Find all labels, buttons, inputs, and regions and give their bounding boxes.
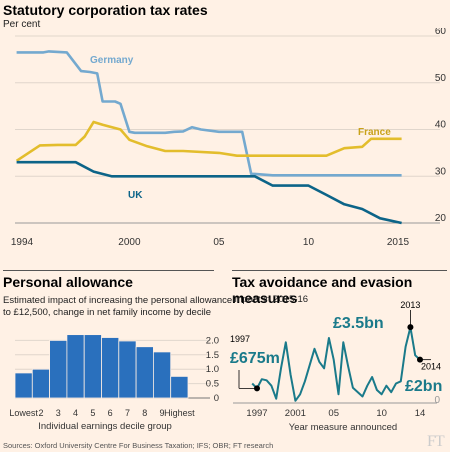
bar-y-tick-0: 0: [214, 393, 219, 404]
top-chart-title: Statutory corporation tax rates: [3, 2, 208, 18]
avoid-x-tick-2001: 2001: [285, 408, 306, 419]
bar-5: [83, 334, 102, 399]
sources-footer: Sources: Oxford University Centre For Bu…: [3, 441, 274, 450]
tax-avoidance-desc: Impact in 2015-16: [232, 294, 309, 305]
x-tick-2015: 2015: [387, 237, 410, 248]
bar-3: [49, 339, 68, 399]
divider-right: [232, 270, 447, 271]
divider-left: [3, 270, 214, 271]
annotation-year-1997: 1997: [230, 334, 250, 344]
label-uk: UK: [128, 190, 143, 201]
bar-y-tick-0.5: 0.5: [206, 379, 219, 390]
bar-lowest: [14, 372, 33, 399]
bar-label-highest: Highest: [164, 408, 195, 418]
bar-y-tick-2.0: 2.0: [206, 335, 219, 346]
bar-9: [152, 351, 172, 399]
bar-label-6: 6: [108, 408, 113, 418]
ft-logo: FT: [427, 433, 445, 450]
bar-label-3: 3: [56, 408, 61, 418]
avoid-x-tick-14: 14: [415, 408, 426, 419]
personal-allowance-bar-chart: 0 0.5 1.0 1.5 2.0 Lowest 2 3 4 5 6 7 8 9 Highest Indivi…: [9, 334, 219, 432]
bar-label-4: 4: [73, 408, 78, 418]
bar-highest: [170, 376, 189, 399]
y-tick-50: 50: [435, 73, 447, 84]
x-tick-10: 10: [303, 237, 315, 248]
bar-y-tick-1.5: 1.5: [206, 350, 219, 361]
series-france-line: [15, 120, 402, 162]
bar-label-8: 8: [142, 408, 147, 418]
personal-allowance-title: Personal allowance: [3, 274, 133, 290]
corporation-tax-line-chart: 20 30 40 50 60 1994 2000 05 10 2015 Germany France U…: [11, 28, 447, 248]
bar-x-axis-label: Individual earnings decile group: [38, 421, 172, 432]
bar-label-7: 7: [125, 408, 130, 418]
bar-label-2: 2: [38, 408, 43, 418]
bar-4: [66, 334, 85, 399]
bar-8: [135, 346, 154, 399]
personal-allowance-desc-1: Estimated impact of increasing the perso…: [3, 295, 233, 306]
avoid-series-line: [251, 326, 421, 402]
top-chart-unit: Per cent: [3, 19, 41, 30]
avoid-x-tick-05: 05: [328, 408, 339, 419]
bar-label-5: 5: [90, 408, 95, 418]
tax-avoidance-line-chart: 0 1997 2001 05 10 14 Year measure announced 199…: [230, 300, 442, 433]
bar-label-lowest: Lowest: [9, 408, 38, 418]
x-tick-1994: 1994: [11, 237, 34, 248]
annotation-year-2014: 2014: [421, 362, 441, 372]
x-tick-05: 05: [213, 237, 225, 248]
avoid-x-tick-10: 10: [376, 408, 387, 419]
avoid-y-tick-0: 0: [434, 395, 440, 406]
tax-avoidance-title: Tax avoidance and evasion measures: [232, 274, 413, 306]
annotation-value-2014: £2bn: [405, 378, 442, 395]
bar-y-tick-1.0: 1.0: [206, 364, 219, 375]
y-tick-60: 60: [435, 28, 447, 37]
bar-2: [31, 368, 50, 399]
annotation-year-2013: 2013: [400, 300, 420, 310]
bar-7: [118, 340, 137, 399]
annotation-value-1997: £675m: [230, 350, 280, 367]
y-tick-40: 40: [435, 120, 447, 131]
avoid-x-axis-label: Year measure announced: [289, 422, 397, 433]
y-tick-30: 30: [435, 166, 447, 177]
y-tick-20: 20: [435, 213, 447, 224]
annotation-value-2013: £3.5bn: [333, 315, 384, 332]
series-uk-line: [16, 160, 402, 225]
bar-label-9: 9: [160, 408, 165, 418]
label-germany: Germany: [90, 55, 134, 66]
personal-allowance-desc-2: to £12,500, change in net family income …: [3, 307, 212, 318]
bar-6: [101, 337, 120, 399]
x-tick-2000: 2000: [118, 237, 141, 248]
label-france: France: [358, 127, 391, 138]
series-germany-line: [16, 50, 402, 177]
avoid-x-tick-1997: 1997: [246, 408, 267, 419]
